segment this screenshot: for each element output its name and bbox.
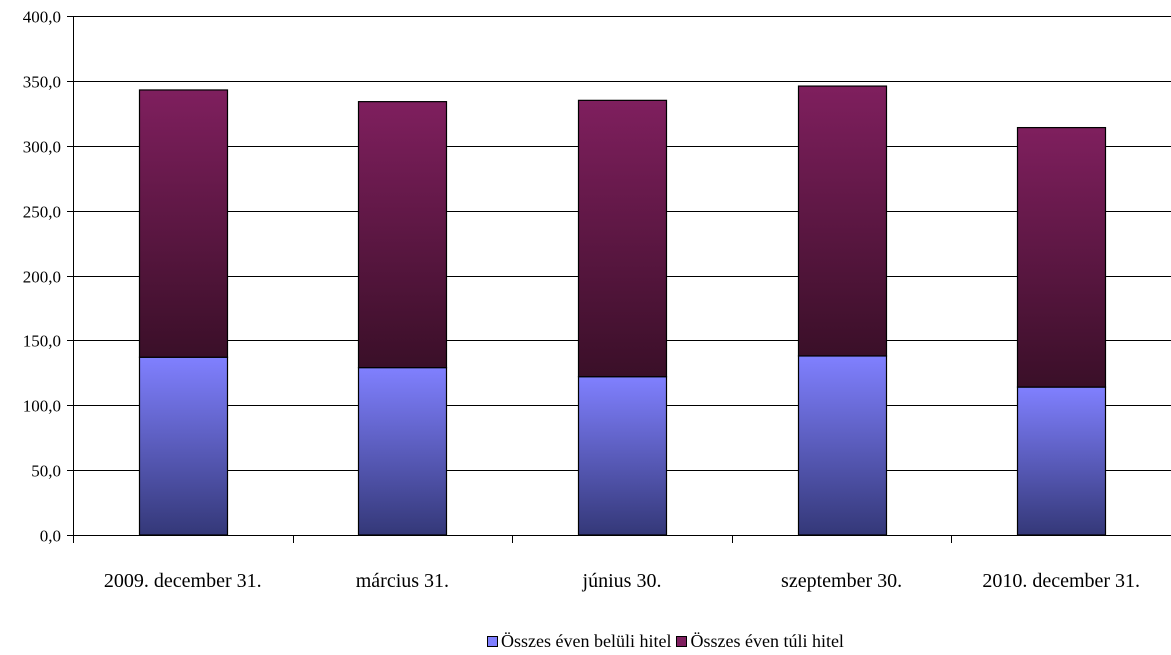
y-tick-label: 100,0 xyxy=(23,397,61,416)
y-axis-tick-labels: 0,0 50,0 100,0 150,0 200,0 250,0 300,0 350,0 400… xyxy=(23,8,61,546)
bar-segment xyxy=(1016,386,1107,536)
axes xyxy=(67,16,1171,543)
bar-segment xyxy=(138,356,229,536)
bar-segment xyxy=(138,89,229,358)
bar-segment xyxy=(1016,126,1107,388)
legend-item-over-year: Összes éven túli hitel xyxy=(676,630,844,652)
bar-segment xyxy=(357,367,448,536)
legend-label-within-year: Összes éven belüli hitel xyxy=(501,630,672,651)
bar-segment xyxy=(577,99,668,378)
y-tick-label: 350,0 xyxy=(23,73,61,92)
bar-segment xyxy=(577,376,668,536)
stacked-bar-chart: 0,0 50,0 100,0 150,0 200,0 250,0 300,0 350,0 400… xyxy=(23,8,1171,592)
x-category-label: 2009. december 31. xyxy=(104,570,262,592)
y-tick-label: 200,0 xyxy=(23,268,61,287)
y-tick-label: 50,0 xyxy=(31,462,61,481)
y-tick-label: 0,0 xyxy=(40,527,61,546)
legend-swatch-within-year xyxy=(487,635,498,647)
bar-segment xyxy=(357,101,448,369)
legend-swatch-over-year xyxy=(676,635,688,647)
x-category-label: szeptember 30. xyxy=(781,570,902,592)
y-tick-label: 250,0 xyxy=(23,203,61,222)
bar-segment xyxy=(797,355,888,536)
bar-segment xyxy=(797,85,888,357)
x-axis-category-labels: 2009. december 31. március 31. június 30. s… xyxy=(104,570,1140,592)
legend: Összes éven belüli hitel Összes éven túl… xyxy=(487,630,849,652)
x-category-label: június 30. xyxy=(582,570,662,592)
y-tick-label: 300,0 xyxy=(23,138,61,157)
bars xyxy=(138,85,1107,536)
x-category-label: 2010. december 31. xyxy=(982,570,1140,592)
x-category-label: március 31. xyxy=(356,570,449,592)
legend-item-within-year: Összes éven belüli hitel xyxy=(487,631,671,652)
legend-label-over-year: Összes éven túli hitel xyxy=(690,630,844,651)
y-tick-label: 150,0 xyxy=(23,332,61,351)
y-tick-label: 400,0 xyxy=(23,8,61,27)
